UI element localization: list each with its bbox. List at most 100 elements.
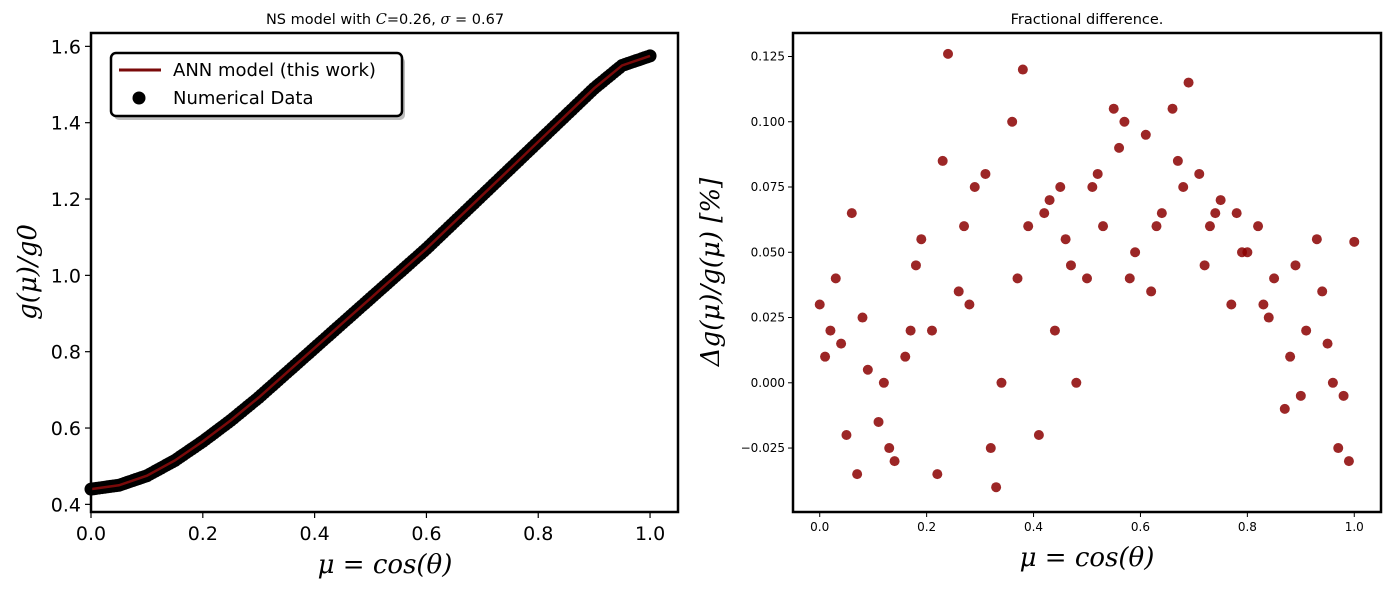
fractional-difference-point [1039, 208, 1050, 219]
fractional-difference-point [878, 377, 889, 388]
fractional-difference-point [814, 299, 825, 310]
fractional-difference-point [1349, 236, 1360, 247]
left-ylabel: g(μ)/g0 [13, 224, 43, 320]
left-ytick-label: 1.4 [51, 113, 81, 135]
fractional-difference-point [991, 482, 1002, 493]
fractional-difference-point [1301, 325, 1312, 336]
fractional-difference-point [1183, 77, 1194, 88]
legend: ANN model (this work) Numerical Data [109, 51, 405, 120]
right-plot-area [814, 48, 1360, 493]
fractional-difference-point [1215, 195, 1226, 206]
fractional-difference-point [820, 351, 831, 362]
title-prefix: NS model with [266, 12, 376, 28]
fractional-difference-point [846, 208, 857, 219]
fractional-difference-point [1071, 377, 1082, 388]
fractional-difference-point [1194, 168, 1205, 179]
left-xtick-label: 0.0 [76, 523, 106, 545]
fractional-difference-point [1065, 260, 1076, 271]
fractional-difference-point [1279, 403, 1290, 414]
right-xtick-label: 1.0 [1345, 520, 1364, 534]
left-xtick-label: 0.8 [523, 523, 553, 545]
title-sigma-value: = 0.67 [450, 12, 504, 28]
fractional-difference-point [889, 456, 900, 467]
fractional-difference-point [1253, 221, 1264, 232]
right-ytick-label: −0.025 [741, 441, 785, 455]
fractional-difference-point [852, 469, 863, 480]
fractional-difference-point [873, 416, 884, 427]
right-ytick-label: 0.100 [751, 115, 785, 129]
left-chart: NS model with C=0.26, σ = 0.67 0.0 0.2 0.4… [13, 12, 680, 580]
left-xlabel: μ = cos(θ) [318, 550, 453, 580]
fractional-difference-point [1023, 221, 1034, 232]
fractional-difference-point [1327, 377, 1338, 388]
fractional-difference-point [857, 312, 868, 323]
fractional-difference-point [1007, 116, 1018, 127]
right-chart-title: Fractional difference. [1011, 12, 1164, 28]
fractional-difference-point [1317, 286, 1328, 297]
legend-marker-swatch [132, 91, 146, 105]
right-ylabel: Δg(μ)/g(μ) [%] [696, 177, 726, 367]
left-ticks: 0.0 0.2 0.4 0.6 0.8 1.0 0.4 0.6 0.8 1.0 1.2 1.4 1.6 [51, 36, 665, 545]
fractional-difference-point [1146, 286, 1157, 297]
fractional-difference-point [969, 182, 980, 193]
fractional-difference-point [841, 429, 852, 440]
left-axes-frame [89, 31, 680, 514]
fractional-difference-point [1044, 195, 1055, 206]
right-xtick-label: 0.8 [1238, 520, 1257, 534]
fractional-difference-point [1060, 234, 1071, 245]
fractional-difference-point [1311, 234, 1322, 245]
fractional-difference-point [953, 286, 964, 297]
fractional-difference-point [1130, 247, 1141, 258]
fractional-difference-point [1098, 221, 1109, 232]
right-ytick-label: 0.025 [751, 311, 785, 325]
fractional-difference-point [959, 221, 970, 232]
fractional-difference-point [1167, 103, 1178, 114]
left-ytick-label: 1.6 [51, 36, 81, 58]
left-plot-area [84, 49, 657, 496]
fractional-difference-point [1033, 429, 1044, 440]
right-xlabel: μ = cos(θ) [1020, 543, 1155, 573]
left-xtick-label: 0.2 [188, 523, 218, 545]
fractional-difference-point [1231, 208, 1242, 219]
fractional-difference-point [1156, 208, 1167, 219]
fractional-difference-point [1151, 221, 1162, 232]
fractional-difference-point [1140, 129, 1151, 140]
right-xtick-label: 0.4 [1024, 520, 1043, 534]
right-ticks: 0.0 0.2 0.4 0.6 0.8 1.0 −0.025 0.000 0.025 0.050 0… [741, 49, 1364, 534]
fractional-difference-point [926, 325, 937, 336]
right-axes-frame [791, 31, 1383, 514]
fractional-difference-point [1269, 273, 1280, 284]
fractional-difference-point [1338, 390, 1349, 401]
fractional-difference-point [1263, 312, 1274, 323]
fractional-difference-point [964, 299, 975, 310]
fractional-difference-point [1049, 325, 1060, 336]
right-chart: Fractional difference. 0.0 0.2 0.4 0.6 0.8 1.… [696, 12, 1383, 573]
fractional-difference-point [1322, 338, 1333, 349]
right-ytick-label: 0.050 [751, 245, 785, 259]
legend-entry-ann: ANN model (this work) [173, 60, 376, 81]
fractional-difference-point [1124, 273, 1135, 284]
fractional-difference-point [1285, 351, 1296, 362]
fractional-difference-point [905, 325, 916, 336]
right-xtick-label: 0.6 [1131, 520, 1150, 534]
fractional-difference-point [1119, 116, 1130, 127]
legend-box [109, 51, 404, 118]
title-sigma-symbol: σ [441, 12, 452, 28]
fractional-difference-point [836, 338, 847, 349]
fractional-difference-point [1258, 299, 1269, 310]
ann-model-line [90, 54, 651, 491]
left-xtick-label: 0.4 [300, 523, 330, 545]
fractional-difference-point [862, 364, 873, 375]
fractional-difference-point [943, 48, 954, 59]
title-c-value: =0.26, [387, 12, 441, 28]
fractional-difference-point [1199, 260, 1210, 271]
left-xtick-label: 1.0 [635, 523, 665, 545]
fractional-difference-point [980, 168, 991, 179]
fractional-difference-point [1237, 247, 1248, 258]
fractional-difference-point [1290, 260, 1301, 271]
fractional-difference-point [985, 443, 996, 454]
right-xtick-label: 0.2 [917, 520, 936, 534]
fractional-difference-point [1178, 182, 1189, 193]
fractional-difference-point [916, 234, 927, 245]
legend-entry-numerical: Numerical Data [173, 88, 314, 109]
